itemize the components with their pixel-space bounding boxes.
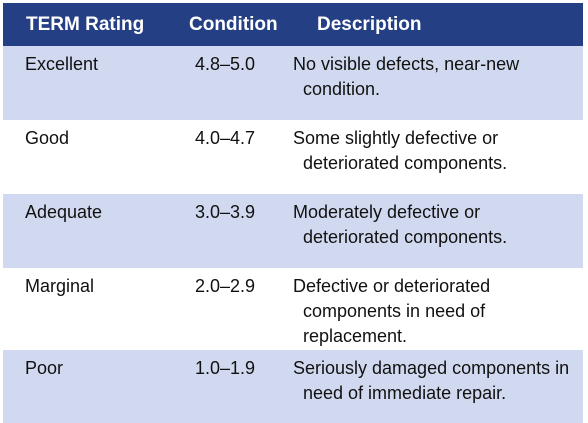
rating-cell: Poor (25, 358, 64, 378)
description-cell: No visible defects, near-new condition. (283, 46, 583, 120)
table-body: Excellent 4.8–5.0 No visible defects, ne… (3, 46, 583, 423)
description-cell: Seriously damaged components in need of … (283, 350, 583, 423)
description-text: No visible defects, near-new condition. (293, 54, 520, 99)
table-row: Poor 1.0–1.9 Seriously damaged component… (3, 350, 583, 423)
description-cell: Defective or deteriorated components in … (283, 268, 583, 350)
header-row: TERM Rating Condition Description (3, 3, 583, 46)
table-row: Marginal 2.0–2.9 Defective or deteriorat… (3, 268, 583, 350)
condition-range-cell: 4.0–4.7 (195, 128, 256, 148)
header-condition: Condition (189, 13, 278, 35)
condition-range-cell: 3.0–3.9 (195, 202, 256, 222)
table-row: Good 4.0–4.7 Some slightly defective or … (3, 120, 583, 194)
description-cell: Moderately defective or deteriorated com… (283, 194, 583, 268)
term-rating-table: TERM Rating Condition Description Excell… (3, 3, 583, 423)
rating-cell: Excellent (25, 54, 99, 74)
header-term-rating: TERM Rating (26, 13, 145, 35)
rating-cell: Adequate (25, 202, 103, 222)
description-text: Seriously damaged components in need of … (293, 358, 570, 403)
table-row: Excellent 4.8–5.0 No visible defects, ne… (3, 46, 583, 120)
term-rating-table-container: TERM Rating Condition Description Excell… (3, 3, 583, 423)
condition-range-cell: 4.8–5.0 (195, 54, 256, 74)
table-header: TERM Rating Condition Description (3, 3, 583, 46)
condition-range-cell: 1.0–1.9 (195, 358, 256, 378)
rating-cell: Good (25, 128, 70, 148)
header-description: Description (317, 13, 422, 35)
description-text: Moderately defective or deteriorated com… (293, 202, 508, 247)
description-cell: Some slightly defective or deteriorated … (283, 120, 583, 194)
rating-cell: Marginal (25, 276, 95, 296)
condition-range-cell: 2.0–2.9 (195, 276, 256, 296)
table-row: Adequate 3.0–3.9 Moderately defective or… (3, 194, 583, 268)
description-text: Some slightly defective or deteriorated … (293, 128, 508, 173)
description-text: Defective or deteriorated components in … (293, 276, 491, 346)
